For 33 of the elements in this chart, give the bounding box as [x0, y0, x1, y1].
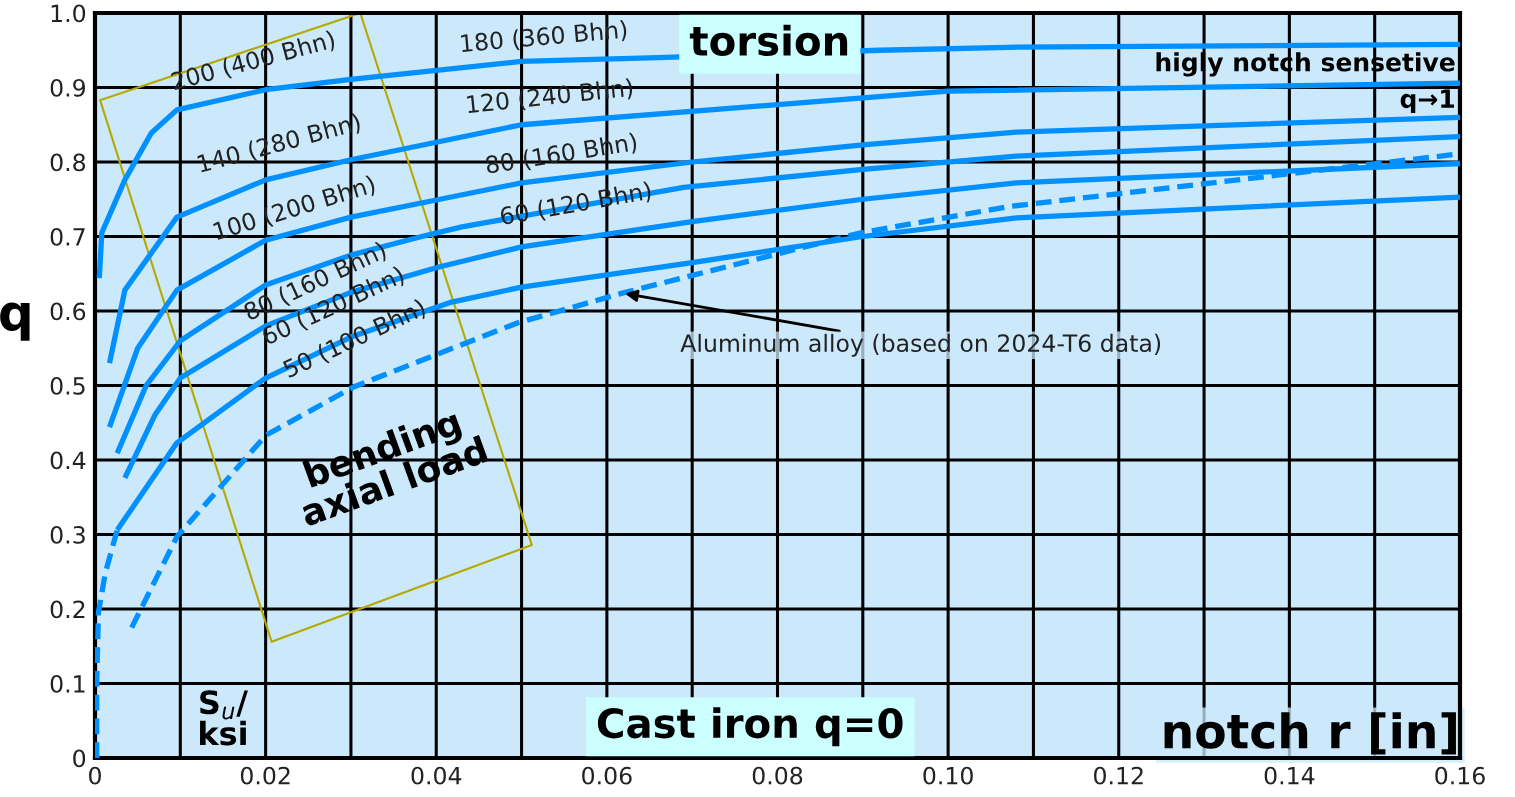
annotation: torsion	[689, 24, 848, 56]
annotation: 80 (160 Bhn)	[485, 132, 638, 177]
y-tick-label: 0.4	[50, 451, 86, 470]
x-tick-label: 0.02	[240, 766, 290, 785]
y-tick-label: 0.1	[50, 674, 85, 693]
annotation: 200 (400 Bhn)	[170, 29, 337, 93]
y-tick-label: 0.5	[50, 376, 85, 395]
x-tick-label: 0.04	[411, 766, 462, 785]
y-tick-label: 0.8	[50, 153, 86, 172]
x-tick-label: 0.06	[582, 766, 632, 785]
y-tick-label: 0.6	[50, 302, 86, 321]
annotation: Cast iron q=0	[597, 707, 903, 747]
y-tick-label: 0	[73, 749, 86, 768]
x-tick-label: 0.16	[1435, 766, 1485, 785]
y-tick-label: 0.3	[50, 525, 85, 544]
x-tick-label: 0	[89, 766, 101, 785]
annotation: 100 (200 Bhn)	[212, 174, 377, 240]
y-tick-label: 0.2	[50, 600, 85, 619]
x-tick-label: 0.14	[1264, 766, 1315, 785]
annotation: 140 (280 Bhn)	[196, 112, 362, 176]
x-tick-label: 0.08	[752, 766, 803, 785]
y-tick-label: 0.9	[50, 78, 86, 97]
annotation: 180 (360 Bhn)	[460, 19, 628, 56]
annotation: 60 (120 Bhn)	[499, 180, 652, 228]
y-axis-title: q	[0, 302, 30, 341]
annotation: S$_{u}$/ ksi	[200, 690, 248, 746]
annotation: 120 (240 Bhn)	[466, 77, 634, 117]
x-tick-label: 0.10	[923, 766, 973, 785]
y-tick-label: 1.0	[51, 4, 86, 23]
annotation: Aluminum alloy (based on 2024-T6 data)	[680, 333, 1161, 357]
x-tick-label: 0.12	[1094, 766, 1143, 785]
x-axis-title: notch r [in]	[1164, 712, 1456, 755]
y-tick-label: 0.7	[50, 227, 85, 246]
